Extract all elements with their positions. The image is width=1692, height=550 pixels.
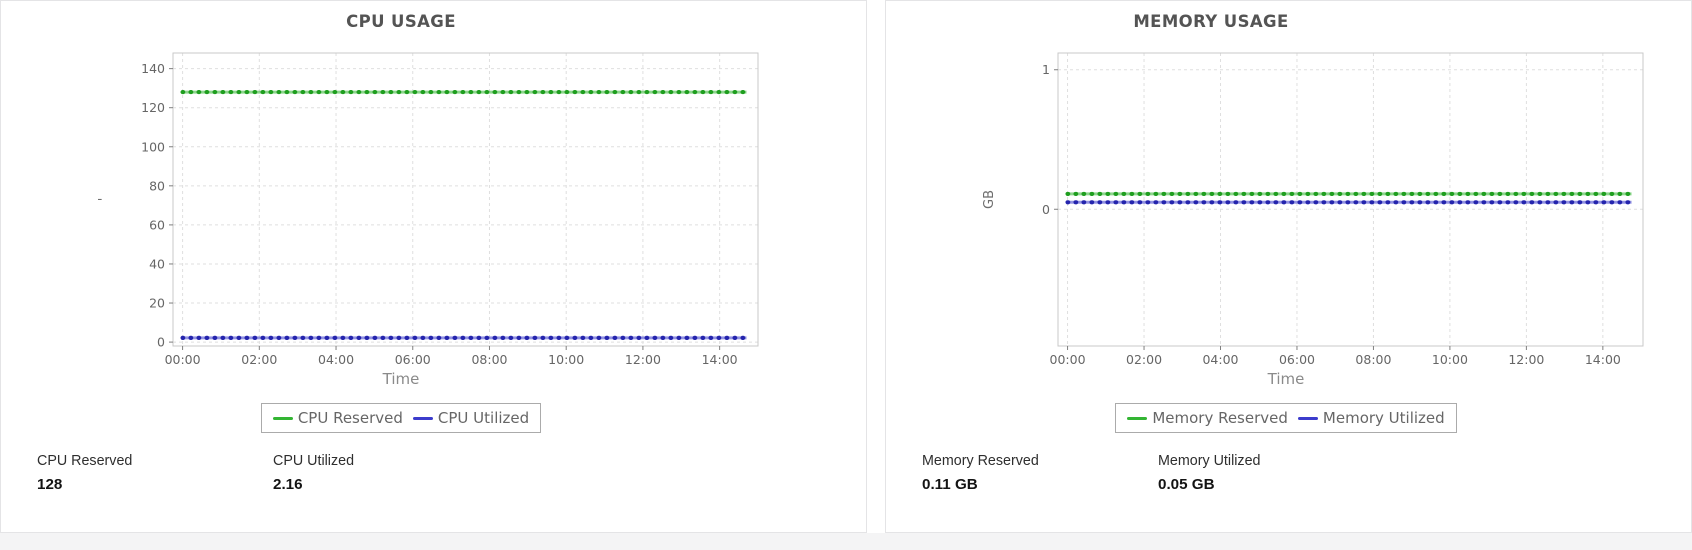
y-axis: 0 20 40 60 80 100 120 140 ' (97, 61, 173, 350)
svg-text:100: 100 (141, 139, 165, 154)
svg-text:06:00: 06:00 (395, 352, 431, 367)
x-axis-title: Time (1267, 370, 1305, 388)
gridlines (173, 53, 758, 346)
svg-text:140: 140 (141, 61, 165, 76)
svg-text:02:00: 02:00 (1126, 352, 1162, 367)
svg-text:00:00: 00:00 (1050, 352, 1086, 367)
svg-text:02:00: 02:00 (241, 352, 277, 367)
cpu-usage-panel: 00:00 02:00 04:00 06:00 08:00 10:00 12:00 14:00… (0, 0, 867, 533)
x-axis: 00:00 02:00 04:00 06:00 08:00 10:00 12:00 14:00… (165, 346, 738, 388)
plot-border (1057, 52, 1644, 347)
x-axis: 00:00 02:00 04:00 06:00 08:00 10:00 12:00 14:00… (1050, 346, 1621, 388)
stat-memory-reserved: Memory Reserved 0.11 GB (922, 453, 1158, 493)
legend-item-cpu-utilized: CPU Utilized (412, 409, 530, 427)
svg-text:0: 0 (157, 335, 165, 350)
svg-text:120: 120 (141, 100, 165, 115)
stat-value: 2.16 (273, 476, 303, 493)
y-axis: 0 1 GB (982, 62, 1058, 217)
plot-border (172, 52, 759, 347)
memory-chart-title: MEMORY USAGE (1133, 12, 1289, 31)
svg-text:1: 1 (1042, 62, 1050, 77)
svg-text:14:00: 14:00 (1585, 352, 1621, 367)
legend-label: Memory Utilized (1322, 409, 1445, 427)
stat-cpu-reserved: CPU Reserved 128 (37, 453, 273, 493)
memory-chart-legend: Memory Reserved Memory Utilized (886, 403, 1686, 433)
svg-text:08:00: 08:00 (471, 352, 507, 367)
x-axis-title: Time (382, 370, 420, 388)
series-color-swatch (272, 416, 293, 420)
cpu-chart-title: CPU USAGE (346, 12, 456, 31)
stat-value: 0.11 GB (922, 476, 978, 493)
cpu-chart-legend: CPU Reserved CPU Utilized (1, 403, 801, 433)
series-color-swatch (412, 416, 433, 420)
svg-text:10:00: 10:00 (548, 352, 584, 367)
svg-text:60: 60 (149, 217, 165, 232)
cpu-usage-chart: 00:00 02:00 04:00 06:00 08:00 10:00 12:00 14:00… (97, 52, 759, 388)
memory-panel-stats: Memory Reserved 0.11 GB Memory Utilized … (922, 453, 1394, 493)
svg-text:40: 40 (149, 256, 165, 271)
y-axis-title: ' (97, 198, 112, 202)
memory-usage-panel: 00:00 02:00 04:00 06:00 08:00 10:00 12:00 14:00… (885, 0, 1692, 533)
stat-label: CPU Utilized (273, 453, 355, 469)
legend-item-memory-reserved: Memory Reserved (1127, 409, 1288, 427)
stat-cpu-utilized: CPU Utilized 2.16 (273, 453, 509, 493)
stat-label: Memory Utilized (1158, 453, 1261, 469)
dashboard-row: 00:00 02:00 04:00 06:00 08:00 10:00 12:00 14:00… (0, 0, 1692, 533)
legend-item-memory-utilized: Memory Utilized (1297, 409, 1445, 427)
svg-text:00:00: 00:00 (165, 352, 201, 367)
legend-item-cpu-reserved: CPU Reserved (272, 409, 403, 427)
gridlines (1058, 53, 1643, 346)
legend-label: CPU Utilized (437, 409, 530, 427)
series-color-swatch (1297, 416, 1318, 420)
svg-text:04:00: 04:00 (318, 352, 354, 367)
svg-text:14:00: 14:00 (702, 352, 738, 367)
stat-value: 0.05 GB (1158, 476, 1215, 493)
stat-memory-utilized: Memory Utilized 0.05 GB (1158, 453, 1394, 493)
legend-box: Memory Reserved Memory Utilized (1115, 403, 1457, 433)
memory-usage-chart: 00:00 02:00 04:00 06:00 08:00 10:00 12:00 14:00… (982, 52, 1644, 388)
svg-text:0: 0 (1042, 202, 1050, 217)
svg-text:04:00: 04:00 (1202, 352, 1238, 367)
cpu-panel-stats: CPU Reserved 128 CPU Utilized 2.16 (37, 453, 509, 493)
legend-box: CPU Reserved CPU Utilized (260, 403, 542, 433)
y-axis-title: GB (982, 190, 997, 209)
stat-label: CPU Reserved (37, 453, 133, 469)
svg-text:20: 20 (149, 296, 165, 311)
legend-label: Memory Reserved (1152, 409, 1288, 427)
stat-label: Memory Reserved (922, 453, 1039, 469)
svg-text:12:00: 12:00 (1508, 352, 1544, 367)
series-color-swatch (1127, 416, 1148, 420)
svg-text:08:00: 08:00 (1355, 352, 1391, 367)
svg-text:10:00: 10:00 (1432, 352, 1468, 367)
svg-text:06:00: 06:00 (1279, 352, 1315, 367)
stat-value: 128 (37, 476, 63, 493)
svg-text:80: 80 (149, 178, 165, 193)
svg-text:12:00: 12:00 (625, 352, 661, 367)
legend-label: CPU Reserved (297, 409, 403, 427)
